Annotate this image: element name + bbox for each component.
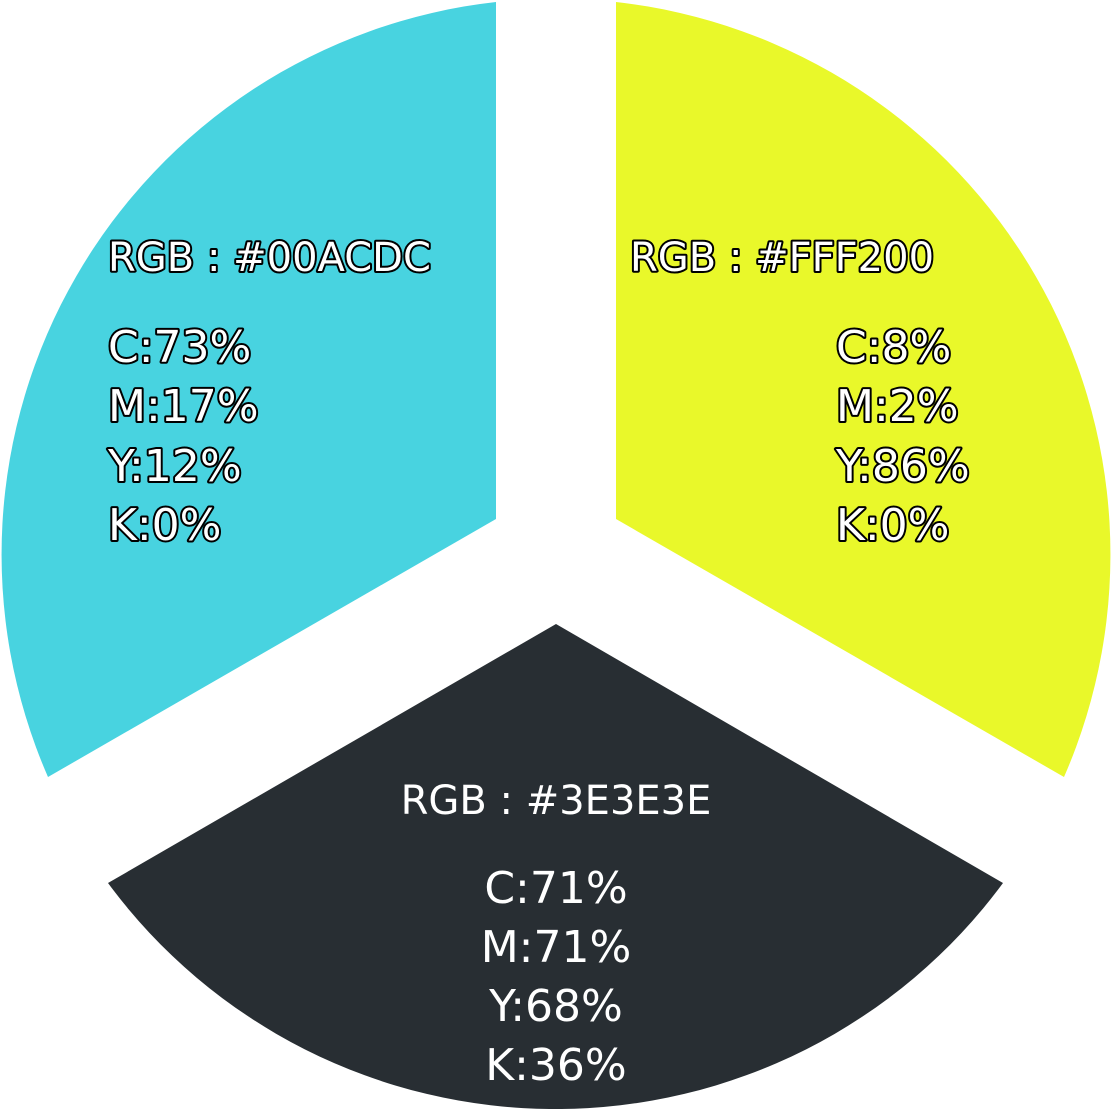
yellow-cmyk-y: Y:86% [835, 441, 970, 492]
cyan-cmyk-k: K:0% [108, 500, 221, 551]
yellow-swatch [616, 2, 1111, 777]
yellow-cmyk-c: C:8% [836, 322, 951, 373]
dark-cmyk-m: M:71% [481, 922, 632, 973]
dark-swatch [108, 624, 1003, 1109]
yellow-cmyk-k: K:0% [836, 500, 949, 551]
yellow-rgb-label: RGB : #FFF200 [630, 235, 934, 281]
dark-cmyk-k: K:36% [485, 1040, 626, 1091]
cyan-swatch [1, 2, 496, 777]
dark-cmyk-y: Y:68% [488, 981, 623, 1032]
cyan-rgb-label: RGB : #00ACDC [108, 235, 431, 281]
cyan-cmyk-y: Y:12% [107, 441, 242, 492]
dark-rgb-label: RGB : #3E3E3E [401, 778, 712, 824]
cyan-cmyk-c: C:73% [108, 322, 251, 373]
yellow-cmyk-m: M:2% [836, 381, 959, 432]
cyan-cmyk-m: M:17% [108, 381, 259, 432]
dark-cmyk-c: C:71% [484, 863, 627, 914]
